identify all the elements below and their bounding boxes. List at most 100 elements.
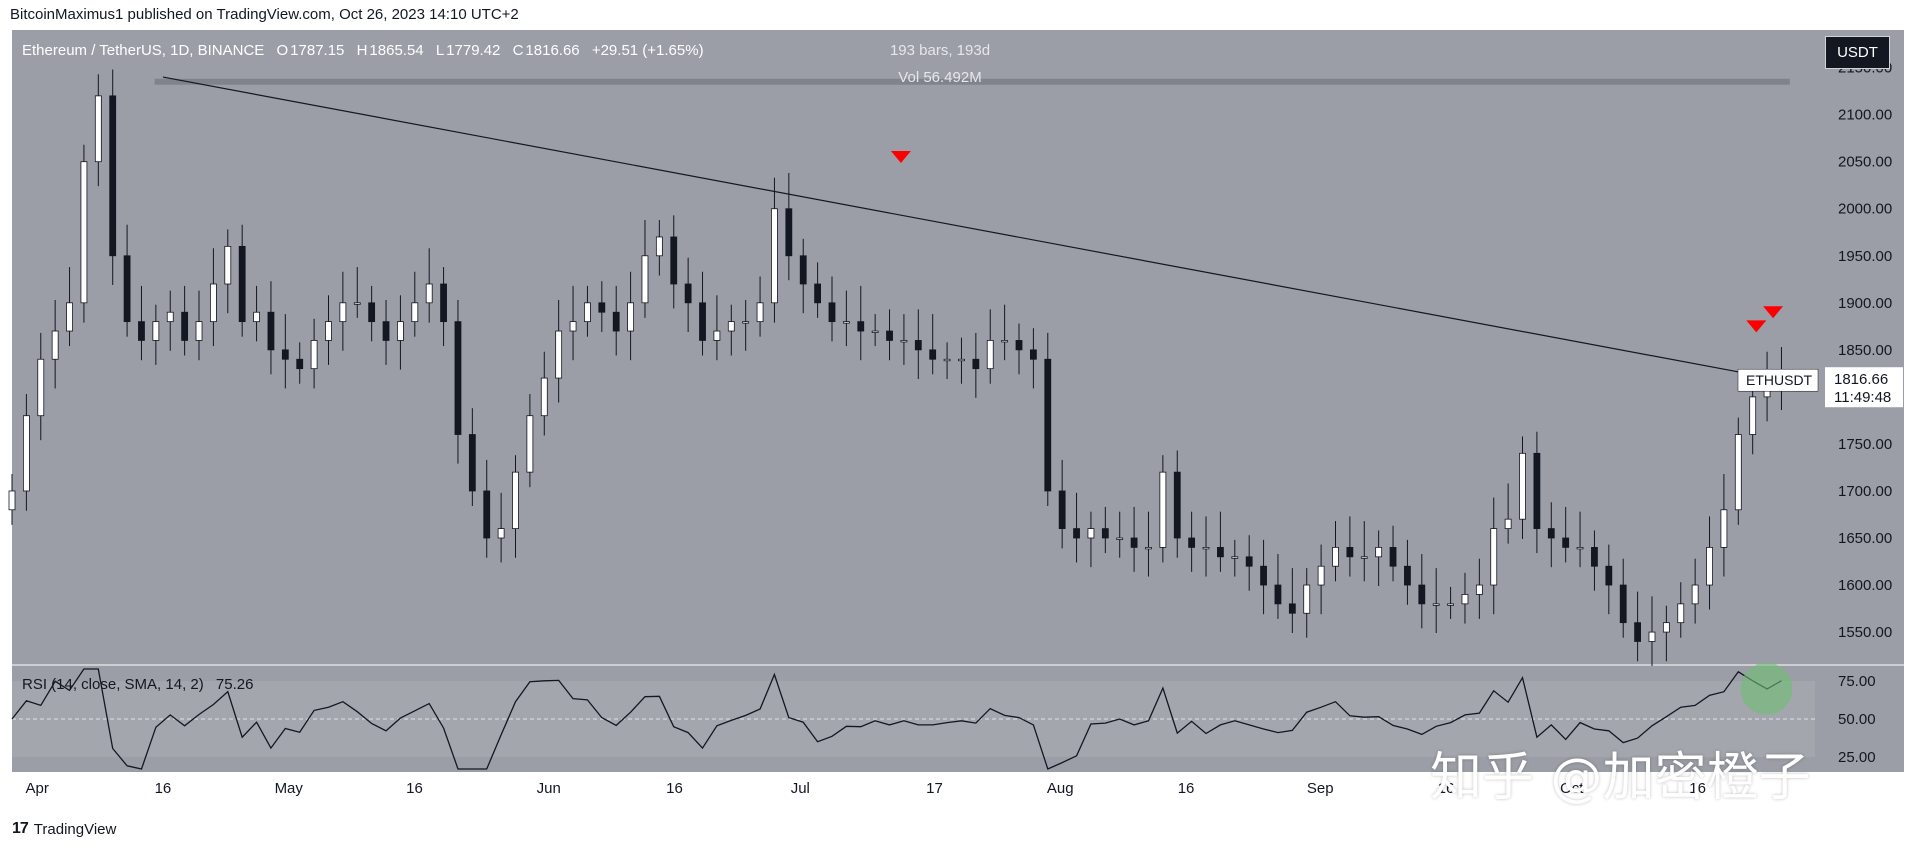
rsi-legend: RSI (14, close, SMA, 14, 2) 75.26 <box>22 676 253 693</box>
open-value: 1787.15 <box>290 42 345 59</box>
candle-body <box>1087 528 1095 539</box>
currency-button[interactable]: USDT <box>1825 36 1890 69</box>
candle-body <box>1475 584 1483 595</box>
rsi-tick-label: 25.00 <box>1838 749 1876 766</box>
candle-body <box>756 302 764 323</box>
rsi-name: RSI (14, close, SMA, 14, 2) <box>22 676 204 693</box>
candle-body <box>727 321 735 332</box>
rsi-tick-label: 75.00 <box>1838 673 1876 690</box>
candle-body <box>1346 547 1354 558</box>
candle-body <box>684 283 692 304</box>
price-tick-label: 1600.00 <box>1838 577 1892 594</box>
candle-body <box>1691 584 1699 605</box>
candle-body <box>1648 631 1656 642</box>
sell-marker-icon <box>890 151 911 163</box>
time-axis-label: Aug <box>1047 780 1074 797</box>
price-tick-label: 1650.00 <box>1838 530 1892 547</box>
candle-body <box>1073 528 1080 539</box>
candle-body <box>943 358 951 362</box>
price-tick-label: 1950.00 <box>1838 248 1892 265</box>
time-axis-label: May <box>275 780 304 797</box>
candle-body <box>641 255 649 304</box>
candle-body <box>1677 603 1685 624</box>
candle-body <box>1562 537 1570 548</box>
candle-body <box>411 302 419 323</box>
candle-body <box>1619 584 1627 624</box>
candle-body <box>799 255 807 285</box>
candle-body <box>1332 547 1339 567</box>
chart-area[interactable] <box>12 30 1904 772</box>
price-tick-label: 2050.00 <box>1838 154 1892 171</box>
candle-body <box>440 283 447 323</box>
candle-body <box>1533 452 1541 529</box>
candle-body <box>512 471 519 529</box>
candle-body <box>224 245 232 285</box>
candle-body <box>1159 471 1167 548</box>
candle-body <box>871 330 879 333</box>
time-axis-label: 16 <box>1689 780 1706 797</box>
publisher-line: BitcoinMaximus1 published on TradingView… <box>10 6 519 23</box>
candle-body <box>281 349 289 360</box>
candle-body <box>123 255 131 323</box>
candle-body <box>425 283 433 304</box>
candle-body <box>1116 537 1124 540</box>
candle-body <box>914 340 922 351</box>
candle-body <box>1404 565 1411 586</box>
candle-body <box>1145 547 1152 550</box>
candle-body <box>325 321 332 341</box>
time-axis-label: 16 <box>406 780 423 797</box>
watermark: 知乎 @加密橙子 <box>1430 748 1811 808</box>
candle-body <box>468 434 476 492</box>
price-tag-value: 1816.66 <box>1834 371 1888 388</box>
candle-body <box>1188 537 1196 548</box>
candle-body <box>1591 547 1598 567</box>
candle-body <box>1044 358 1052 492</box>
candle-body <box>296 358 304 370</box>
candle-body <box>1202 547 1210 550</box>
candle-body <box>1058 490 1066 529</box>
high-label: H <box>356 42 368 59</box>
candle-body <box>1245 556 1253 567</box>
candle-body <box>454 321 462 435</box>
candle-body <box>8 490 16 511</box>
rsi-line <box>11 668 1782 770</box>
candle-body <box>1288 603 1296 614</box>
candle-body <box>598 302 606 313</box>
candle-body <box>353 302 361 305</box>
candle-body <box>37 358 45 417</box>
price-tag-countdown: 11:49:48 <box>1834 389 1891 406</box>
tradingview-logo-icon[interactable]: 17 <box>12 820 29 837</box>
symbol-tag-box <box>1737 368 1819 392</box>
price-tick-label: 1850.00 <box>1838 342 1892 359</box>
rsi-value: 75.26 <box>215 676 254 693</box>
candle-body <box>1504 518 1512 529</box>
candle-body <box>1749 396 1757 435</box>
low-label: L <box>435 42 445 59</box>
change-value: +29.51 (+1.65%) <box>591 42 704 59</box>
candle-body <box>771 208 778 304</box>
candle-body <box>1001 340 1009 343</box>
candle-body <box>900 340 908 343</box>
candle-body <box>1303 584 1311 614</box>
candle-body <box>138 321 145 341</box>
symbol-label[interactable]: Ethereum / TetherUS, 1D, BINANCE <box>22 42 265 59</box>
candle-body <box>339 302 347 323</box>
candle-body <box>267 311 275 351</box>
time-axis-label: Jul <box>791 780 810 797</box>
time-axis-label: 16 <box>155 780 172 797</box>
candle-body <box>497 528 505 539</box>
close-label: C <box>512 42 524 59</box>
footer-brand[interactable]: TradingView <box>33 820 117 838</box>
candle-body <box>1317 565 1325 586</box>
candle-body <box>1432 603 1440 606</box>
candle-body <box>1547 528 1555 539</box>
candle-body <box>181 311 189 341</box>
candle-body <box>526 415 534 473</box>
candle-body <box>699 302 706 341</box>
price-tick-label: 1750.00 <box>1838 436 1892 453</box>
descending-resistance-line <box>162 76 1751 375</box>
candle-body <box>1173 471 1181 539</box>
candle-body <box>1490 528 1498 586</box>
candle-body <box>1101 528 1109 539</box>
